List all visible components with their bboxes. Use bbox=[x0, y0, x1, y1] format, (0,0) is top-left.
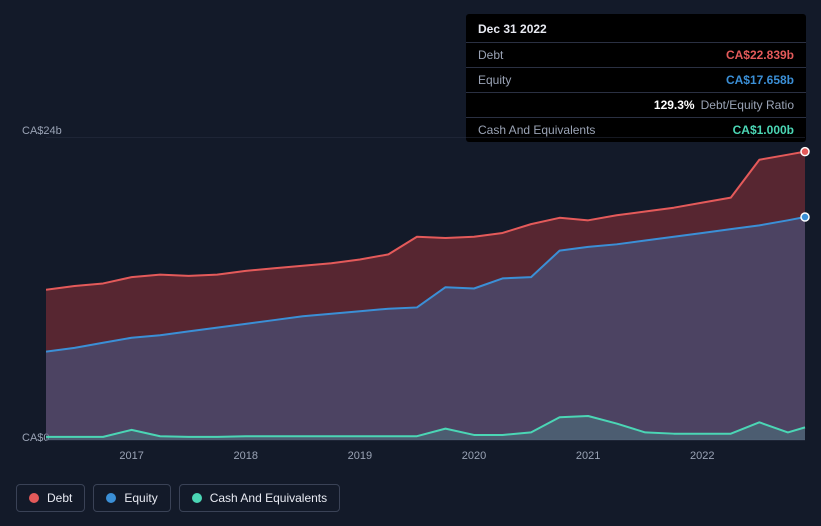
x-axis-tick: 2021 bbox=[576, 450, 600, 462]
x-axis-tick: 2018 bbox=[233, 450, 257, 462]
x-axis-ticks: 2017 2018 2019 2020 2021 2022 bbox=[46, 450, 805, 464]
legend-label: Debt bbox=[47, 491, 72, 505]
chart-legend: Debt Equity Cash And Equivalents bbox=[16, 484, 340, 512]
legend-swatch bbox=[192, 493, 202, 503]
legend-swatch bbox=[106, 493, 116, 503]
x-axis-tick: 2019 bbox=[348, 450, 372, 462]
x-axis-tick: 2020 bbox=[462, 450, 486, 462]
tooltip-value: CA$22.839b bbox=[726, 48, 794, 62]
y-axis-tick-max: CA$24b bbox=[22, 125, 62, 137]
tooltip-row-equity: Equity CA$17.658b bbox=[466, 68, 806, 93]
legend-item-cash[interactable]: Cash And Equivalents bbox=[179, 484, 340, 512]
legend-swatch bbox=[29, 493, 39, 503]
tooltip-row-debt: Debt CA$22.839b bbox=[466, 43, 806, 68]
tooltip-ratio-value: 129.3% bbox=[654, 98, 695, 112]
x-axis-tick: 2022 bbox=[690, 450, 714, 462]
tooltip-value: CA$17.658b bbox=[726, 73, 794, 87]
tooltip-key: Cash And Equivalents bbox=[478, 123, 733, 137]
tooltip-row-ratio: 129.3% Debt/Equity Ratio bbox=[466, 93, 806, 118]
tooltip-value: CA$1.000b bbox=[733, 123, 794, 137]
tooltip-ratio-label: Debt/Equity Ratio bbox=[701, 98, 794, 112]
area-chart bbox=[46, 137, 811, 446]
tooltip-date: Dec 31 2022 bbox=[466, 14, 806, 43]
legend-item-debt[interactable]: Debt bbox=[16, 484, 85, 512]
legend-label: Equity bbox=[124, 491, 157, 505]
chart-tooltip: Dec 31 2022 Debt CA$22.839b Equity CA$17… bbox=[466, 14, 806, 142]
tooltip-key bbox=[478, 98, 654, 112]
legend-item-equity[interactable]: Equity bbox=[93, 484, 170, 512]
tooltip-key: Debt bbox=[478, 48, 726, 62]
x-axis-tick: 2017 bbox=[119, 450, 143, 462]
legend-label: Cash And Equivalents bbox=[210, 491, 327, 505]
tooltip-key: Equity bbox=[478, 73, 726, 87]
